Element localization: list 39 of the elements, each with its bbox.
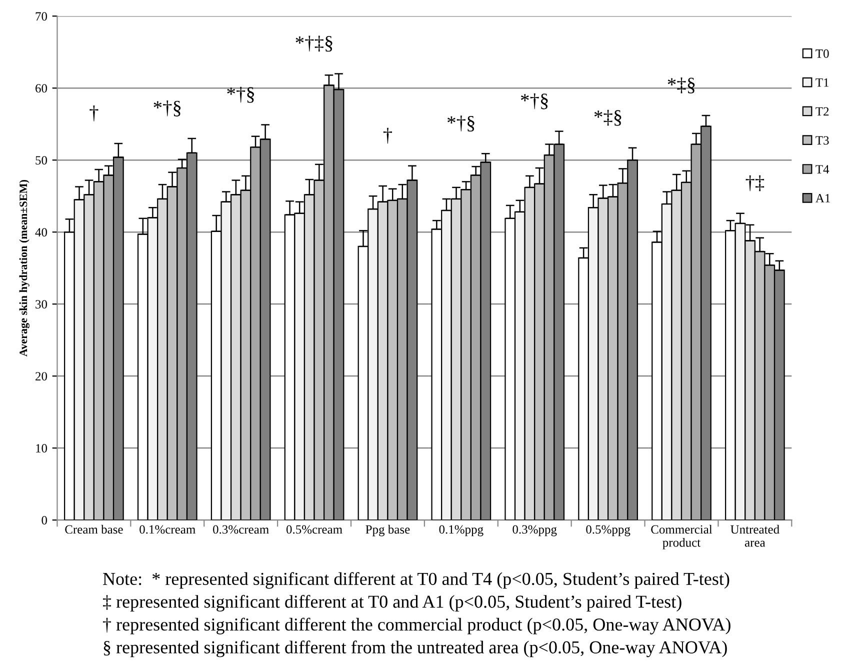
annotation: †‡ [746, 175, 764, 192]
y-tick-label: 10 [36, 444, 48, 452]
annotation: *‡§ [668, 77, 695, 94]
annotation: *‡§ [594, 110, 622, 126]
text: § represented significant different from the untreated area (p<0.05, One-way ANOVA) [104, 640, 727, 658]
text: Note: * represented significant different at T0 and T4 (p<0.05, Student’s paired T-test) [103, 572, 730, 589]
annotation: *†§ [154, 100, 181, 116]
annotation: *†§ [227, 86, 254, 103]
annotation: *†§ [520, 93, 548, 110]
y-tick-label: 70 [36, 12, 48, 21]
y-tick-label: 0 [42, 516, 48, 524]
legend-label: A1 [816, 194, 830, 202]
text: ‡ represented significant different at T0 and A1 (p<0.05, Student’s paired T-test) [103, 594, 682, 612]
x-tick-label: Cream base [65, 524, 123, 534]
x-tick-label: Untreated area [730, 524, 780, 547]
x-tick-label: 0.3%cream [213, 525, 269, 534]
annotation: † [383, 128, 392, 144]
annotation: *†‡§ [296, 36, 332, 52]
text: † represented significant different the commercial product (p<0.05, One-way ANOVA) [103, 618, 730, 634]
y-tick-label: 20 [36, 372, 48, 381]
x-tick-label: 0.1%ppg [439, 525, 484, 536]
annotation: † [90, 106, 98, 122]
y-tick-label: 60 [36, 84, 48, 93]
annotation: *†§ [448, 116, 474, 132]
legend-label: T0 [816, 49, 829, 58]
x-tick-label: 0.5%ppg [586, 525, 630, 536]
y-axis-title: Average skin hydration (mean±SEM) [19, 180, 30, 357]
legend-label: T1 [816, 78, 829, 87]
x-tick-label: 0.5%cream [286, 525, 342, 534]
x-tick-label: Commercial product [651, 524, 712, 550]
y-tick-label: 50 [36, 156, 48, 165]
x-tick-label: 0.3%ppg [512, 525, 557, 536]
y-tick-label: 30 [36, 300, 48, 309]
x-tick-label: Ppg base [366, 524, 410, 536]
x-tick-label: 0.1%cream [140, 525, 196, 534]
legend-label: T2 [816, 107, 829, 116]
legend-label: T4 [816, 165, 830, 174]
legend-label: T3 [816, 136, 829, 145]
y-tick-label: 40 [35, 228, 48, 237]
